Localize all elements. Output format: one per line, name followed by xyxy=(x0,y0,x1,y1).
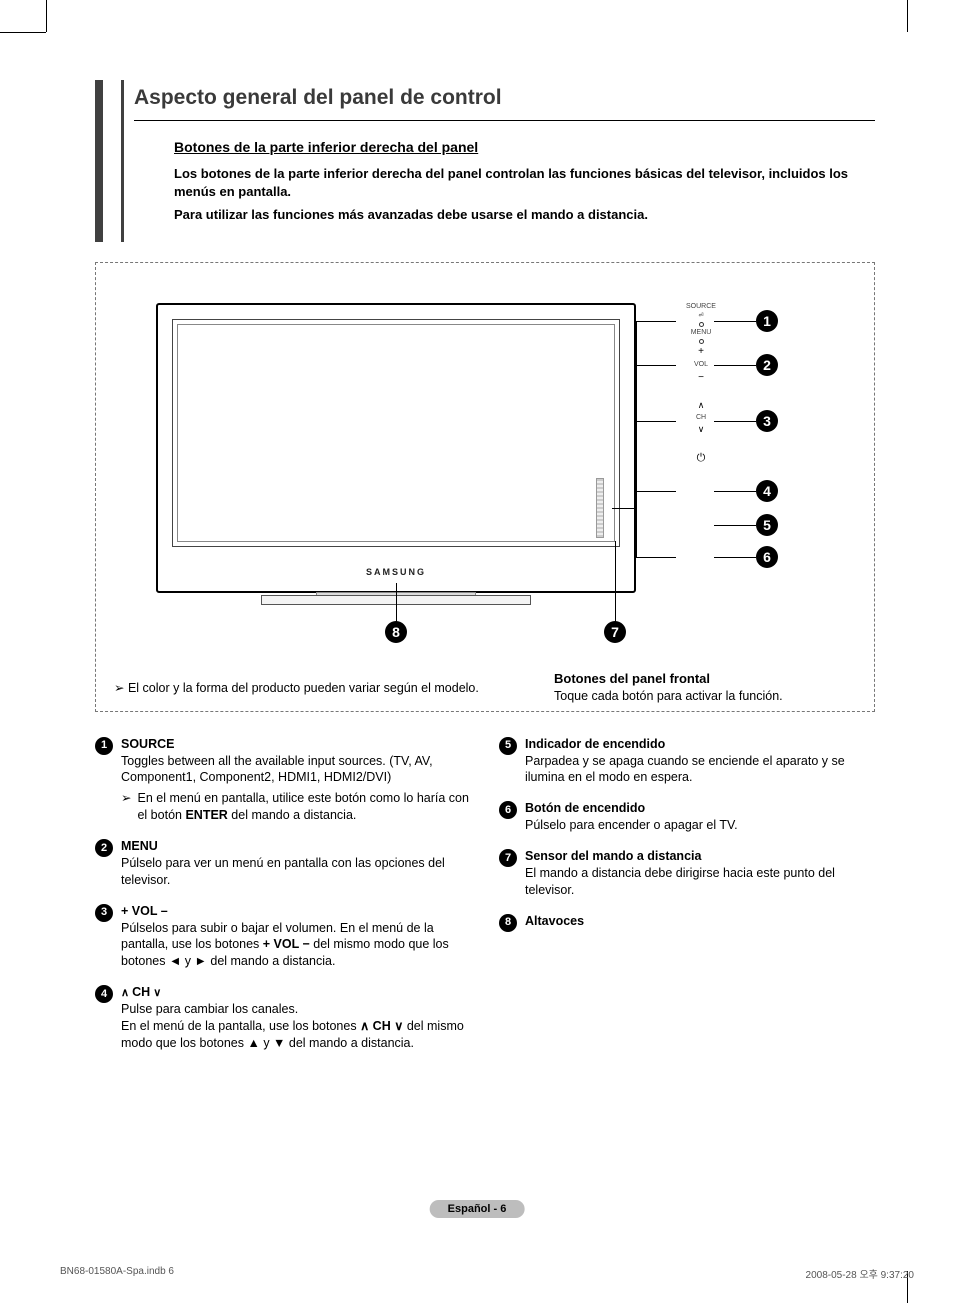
callout-5: 5 xyxy=(756,514,778,536)
note-bold: ENTER xyxy=(185,808,227,822)
note-text: del mando a distancia. xyxy=(228,808,357,822)
crop-mark xyxy=(907,0,908,32)
callout-8: 8 xyxy=(385,621,407,643)
menu-dot xyxy=(699,339,704,344)
item-title: SOURCE xyxy=(121,736,471,753)
item-body: El mando a distancia debe dirigirse haci… xyxy=(525,865,875,899)
footer-file: BN68-01580A-Spa.indb 6 xyxy=(60,1266,174,1281)
callout-3: 3 xyxy=(756,410,778,432)
plus-icon: + xyxy=(676,346,726,357)
tv-logo: SAMSUNG xyxy=(366,567,426,577)
menu-label: MENU xyxy=(676,329,726,336)
item-number: 8 xyxy=(499,914,517,932)
callout-line xyxy=(714,525,756,526)
title-block: Aspecto general del panel de control Bot… xyxy=(95,80,875,242)
callout-line xyxy=(636,421,676,422)
item-number: 5 xyxy=(499,737,517,755)
page-content: Aspecto general del panel de control Bot… xyxy=(95,80,875,1066)
item-number: 3 xyxy=(95,904,113,922)
page-number-pill: Español - 6 xyxy=(430,1200,525,1218)
left-column: 1 SOURCE Toggles between all the availab… xyxy=(95,736,471,1066)
callout-line xyxy=(636,491,676,492)
callout-line xyxy=(714,321,756,322)
diagram-note: El color y la forma del producto pueden … xyxy=(114,680,479,695)
item-number: 2 xyxy=(95,839,113,857)
item-title: + VOL – xyxy=(121,903,471,920)
item-body: En el menú de la pantalla, use los boton… xyxy=(121,1018,471,1052)
item-body: Toggles between all the available input … xyxy=(121,753,471,787)
front-panel-title: Botones del panel frontal xyxy=(554,671,854,686)
front-panel-note: Botones del panel frontal Toque cada bot… xyxy=(554,671,854,703)
callout-line xyxy=(714,421,756,422)
intro-line: Para utilizar las funciones más avanzada… xyxy=(174,206,875,224)
item-2: 2 MENU Púlselo para ver un menú en panta… xyxy=(95,838,471,889)
callout-vert xyxy=(615,541,616,623)
item-3: 3 + VOL – Púlselos para subir o bajar el… xyxy=(95,903,471,971)
enter-icon: ⏎ xyxy=(676,312,726,319)
item-title: Botón de encendido xyxy=(525,800,875,817)
item-body: Púlselos para subir o bajar el volumen. … xyxy=(121,920,471,971)
callout-1: 1 xyxy=(756,310,778,332)
side-button-panel: SOURCE ⏎ MENU + VOL − ∧ CH ∨ ⏻ xyxy=(676,303,726,603)
item-line: Pulse para cambiar los canales. xyxy=(121,1001,471,1018)
item-number: 6 xyxy=(499,801,517,819)
page-title: Aspecto general del panel de control xyxy=(134,80,875,116)
callout-line xyxy=(636,557,676,558)
item-4: 4 ∧ CH ∨ Pulse para cambiar los canales.… xyxy=(95,984,471,1052)
callout-line xyxy=(714,491,756,492)
power-icon: ⏻ xyxy=(676,452,726,465)
callout-6: 6 xyxy=(756,546,778,568)
ch-label: CH xyxy=(676,414,726,421)
item-5: 5 Indicador de encendido Parpadea y se a… xyxy=(499,736,875,787)
item-7: 7 Sensor del mando a distancia El mando … xyxy=(499,848,875,899)
chev-down-icon: ∨ xyxy=(676,425,726,434)
item-title: MENU xyxy=(121,838,471,855)
rule xyxy=(134,120,875,121)
item-6: 6 Botón de encendido Púlselo para encend… xyxy=(499,800,875,834)
item-title: Altavoces xyxy=(525,913,875,930)
source-label: SOURCE xyxy=(676,303,726,310)
item-title: ∧ CH ∨ xyxy=(121,984,471,1001)
footer-timestamp: 2008-05-28 오후 9:37:20 xyxy=(806,1266,914,1281)
callout-line xyxy=(636,365,676,366)
crop-mark xyxy=(0,32,46,33)
source-dot xyxy=(699,322,704,327)
callout-vert xyxy=(396,583,397,623)
callout-7: 7 xyxy=(604,621,626,643)
item-title: Indicador de encendido xyxy=(525,736,875,753)
description-columns: 1 SOURCE Toggles between all the availab… xyxy=(95,736,875,1066)
callout-vert xyxy=(636,321,637,557)
callout-line xyxy=(636,321,676,322)
item-number: 7 xyxy=(499,849,517,867)
front-panel-text: Toque cada botón para activar la función… xyxy=(554,689,854,703)
minus-icon: − xyxy=(676,372,726,383)
crop-mark xyxy=(46,0,47,32)
tv-outline: SAMSUNG xyxy=(156,303,636,593)
tv-screen xyxy=(172,319,620,547)
callout-4: 4 xyxy=(756,480,778,502)
print-footer: BN68-01580A-Spa.indb 6 2008-05-28 오후 9:3… xyxy=(60,1266,914,1281)
item-note: En el menú en pantalla, utilice este bot… xyxy=(121,790,471,824)
item-1: 1 SOURCE Toggles between all the availab… xyxy=(95,736,471,824)
item-8: 8 Altavoces xyxy=(499,913,875,932)
right-column: 5 Indicador de encendido Parpadea y se a… xyxy=(499,736,875,1066)
item-body: Púlselo para encender o apagar el TV. xyxy=(525,817,875,834)
item-number: 1 xyxy=(95,737,113,755)
callout-2: 2 xyxy=(756,354,778,376)
item-number: 4 xyxy=(95,985,113,1003)
callout-line xyxy=(714,557,756,558)
item-title: Sensor del mando a distancia xyxy=(525,848,875,865)
tv-screen-inner xyxy=(177,324,615,542)
chev-up-icon: ∧ xyxy=(676,401,726,410)
callout-line xyxy=(714,365,756,366)
intro-line: Los botones de la parte inferior derecha… xyxy=(174,165,875,200)
callout-line xyxy=(612,508,636,509)
sensor-strip xyxy=(596,478,604,538)
diagram-note-text: El color y la forma del producto pueden … xyxy=(128,681,479,695)
section-subtitle: Botones de la parte inferior derecha del… xyxy=(174,139,875,155)
item-body: Parpadea y se apaga cuando se enciende e… xyxy=(525,753,875,787)
tv-diagram: SAMSUNG SOURCE ⏎ MENU + VOL − ∧ CH ∨ ⏻ 1… xyxy=(95,262,875,712)
item-body: Púlselo para ver un menú en pantalla con… xyxy=(121,855,471,889)
